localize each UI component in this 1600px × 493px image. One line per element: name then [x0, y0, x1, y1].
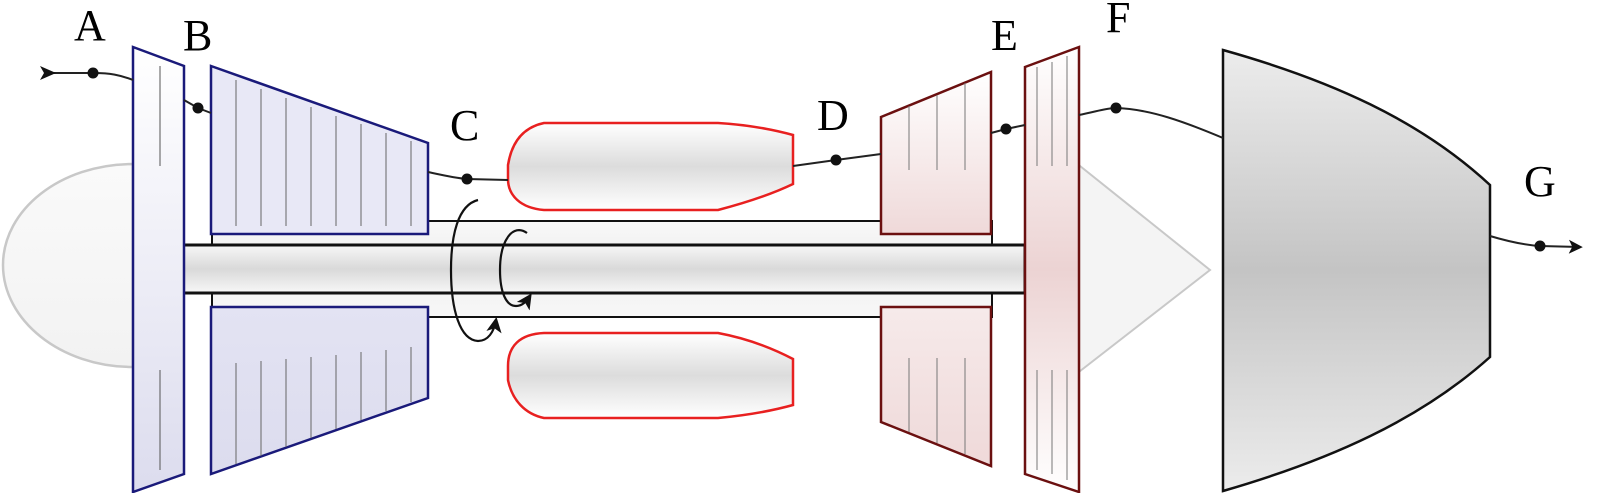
low-pressure-turbine	[1023, 45, 1081, 493]
rotation-arrow-left	[449, 198, 502, 343]
compressor-lower	[209, 305, 430, 476]
station-marker-f	[1110, 102, 1122, 114]
turbine-lower	[879, 305, 993, 468]
turbine-lower-blades	[908, 358, 966, 454]
station-label-e: E	[991, 11, 1018, 60]
station-label-g: G	[1524, 157, 1556, 206]
station-marker-e	[1000, 123, 1012, 135]
station-marker-b	[192, 102, 204, 114]
flow-path-lpt-to-nozzle	[1078, 106, 1224, 139]
intake-nose-cone	[1, 162, 135, 369]
station-label-c: C	[450, 101, 479, 150]
station-marker-g	[1534, 240, 1546, 252]
low-pressure-turbine-blades	[1036, 56, 1068, 480]
turbine-upper-blades	[908, 83, 966, 170]
station-label-d: D	[817, 91, 849, 140]
station-marker-a	[87, 67, 99, 79]
turbine-upper	[879, 70, 993, 236]
station-marker-d	[830, 154, 842, 166]
compressor-lower-blades	[235, 347, 412, 464]
combustor-lower	[506, 331, 795, 420]
compressor-upper	[209, 64, 430, 236]
rotation-arrow-right	[498, 229, 532, 311]
station-label-f: F	[1106, 0, 1130, 42]
station-markers	[87, 67, 1546, 252]
compressor-upper-blades	[235, 80, 412, 226]
nozzle	[1221, 48, 1492, 493]
main-shaft	[181, 243, 1027, 295]
station-label-a: A	[74, 1, 106, 50]
fan	[131, 45, 186, 493]
inlet-arrow	[40, 66, 56, 80]
station-marker-c	[461, 173, 473, 185]
exhaust-cone	[1074, 159, 1212, 378]
combustor-upper	[506, 121, 795, 212]
station-label-b: B	[183, 11, 212, 60]
